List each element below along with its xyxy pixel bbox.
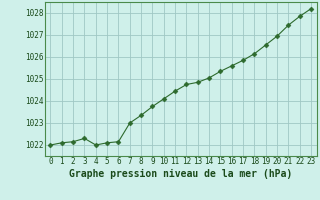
X-axis label: Graphe pression niveau de la mer (hPa): Graphe pression niveau de la mer (hPa) — [69, 169, 292, 179]
